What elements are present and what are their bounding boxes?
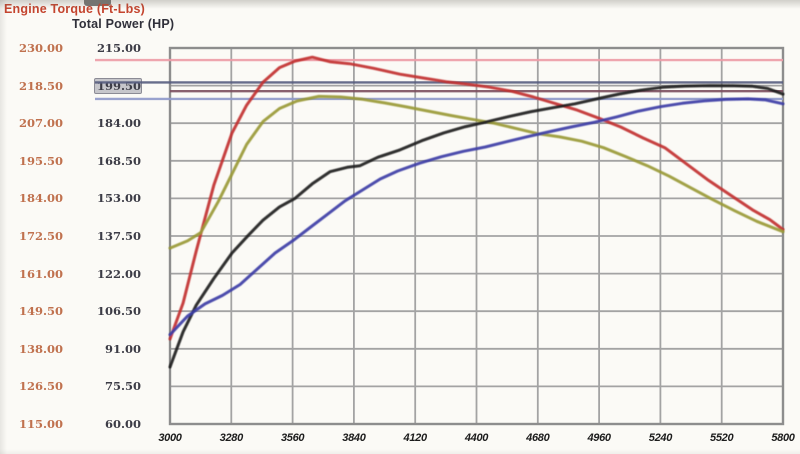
curve-power-black — [168, 84, 785, 369]
rpm-tick: 5800 — [771, 432, 795, 444]
curve-torque-olive — [168, 94, 785, 250]
rpm-tick: 3000 — [158, 432, 182, 444]
power-tick: 122.00 — [96, 266, 141, 281]
torque-tick: 138.00 — [18, 341, 63, 356]
photo-artifact — [84, 0, 111, 6]
rpm-tick: 3280 — [219, 432, 244, 444]
curve-power-blue — [168, 97, 785, 337]
power-tick: 75.50 — [104, 379, 141, 394]
rpm-tick: 5240 — [648, 432, 673, 444]
power-tick: 91.00 — [104, 341, 141, 356]
power-axis-title: Total Power (HP) — [72, 17, 175, 31]
torque-axis-title: Engine Torque (Ft-Lbs) — [4, 2, 145, 16]
rpm-tick: 4960 — [587, 432, 611, 444]
power-tick: 60.00 — [104, 417, 141, 431]
rpm-tick: 4680 — [526, 432, 550, 444]
torque-tick: 218.50 — [18, 78, 63, 93]
curve-torque-red — [168, 55, 785, 341]
rpm-tick: 5520 — [710, 432, 734, 444]
torque-tick: 207.00 — [18, 116, 63, 131]
torque-tick: 161.00 — [18, 266, 63, 281]
grid-lines — [168, 46, 785, 426]
rpm-tick: 3560 — [280, 432, 305, 444]
power-tick: 184.00 — [96, 116, 141, 131]
torque-tick: 126.50 — [18, 379, 63, 394]
power-tick: 106.50 — [96, 304, 141, 319]
torque-tick: 149.50 — [18, 304, 63, 319]
rpm-tick: 4120 — [403, 432, 428, 444]
power-tick: 153.00 — [96, 191, 141, 206]
torque-tick: 184.00 — [18, 191, 63, 206]
power-tick: 215.00 — [96, 41, 141, 55]
power-tick: 168.50 — [96, 153, 141, 168]
torque-tick: 195.50 — [18, 153, 63, 168]
power-tick: 137.50 — [96, 229, 141, 243]
torque-tick: 172.50 — [18, 229, 63, 243]
torque-tick: 230.00 — [18, 41, 63, 55]
peak-marker-lines — [95, 58, 783, 101]
rpm-tick: 4400 — [464, 432, 489, 444]
torque-tick: 115.00 — [18, 417, 63, 431]
rpm-tick: 3840 — [342, 432, 366, 444]
dyno-curves — [168, 55, 785, 369]
